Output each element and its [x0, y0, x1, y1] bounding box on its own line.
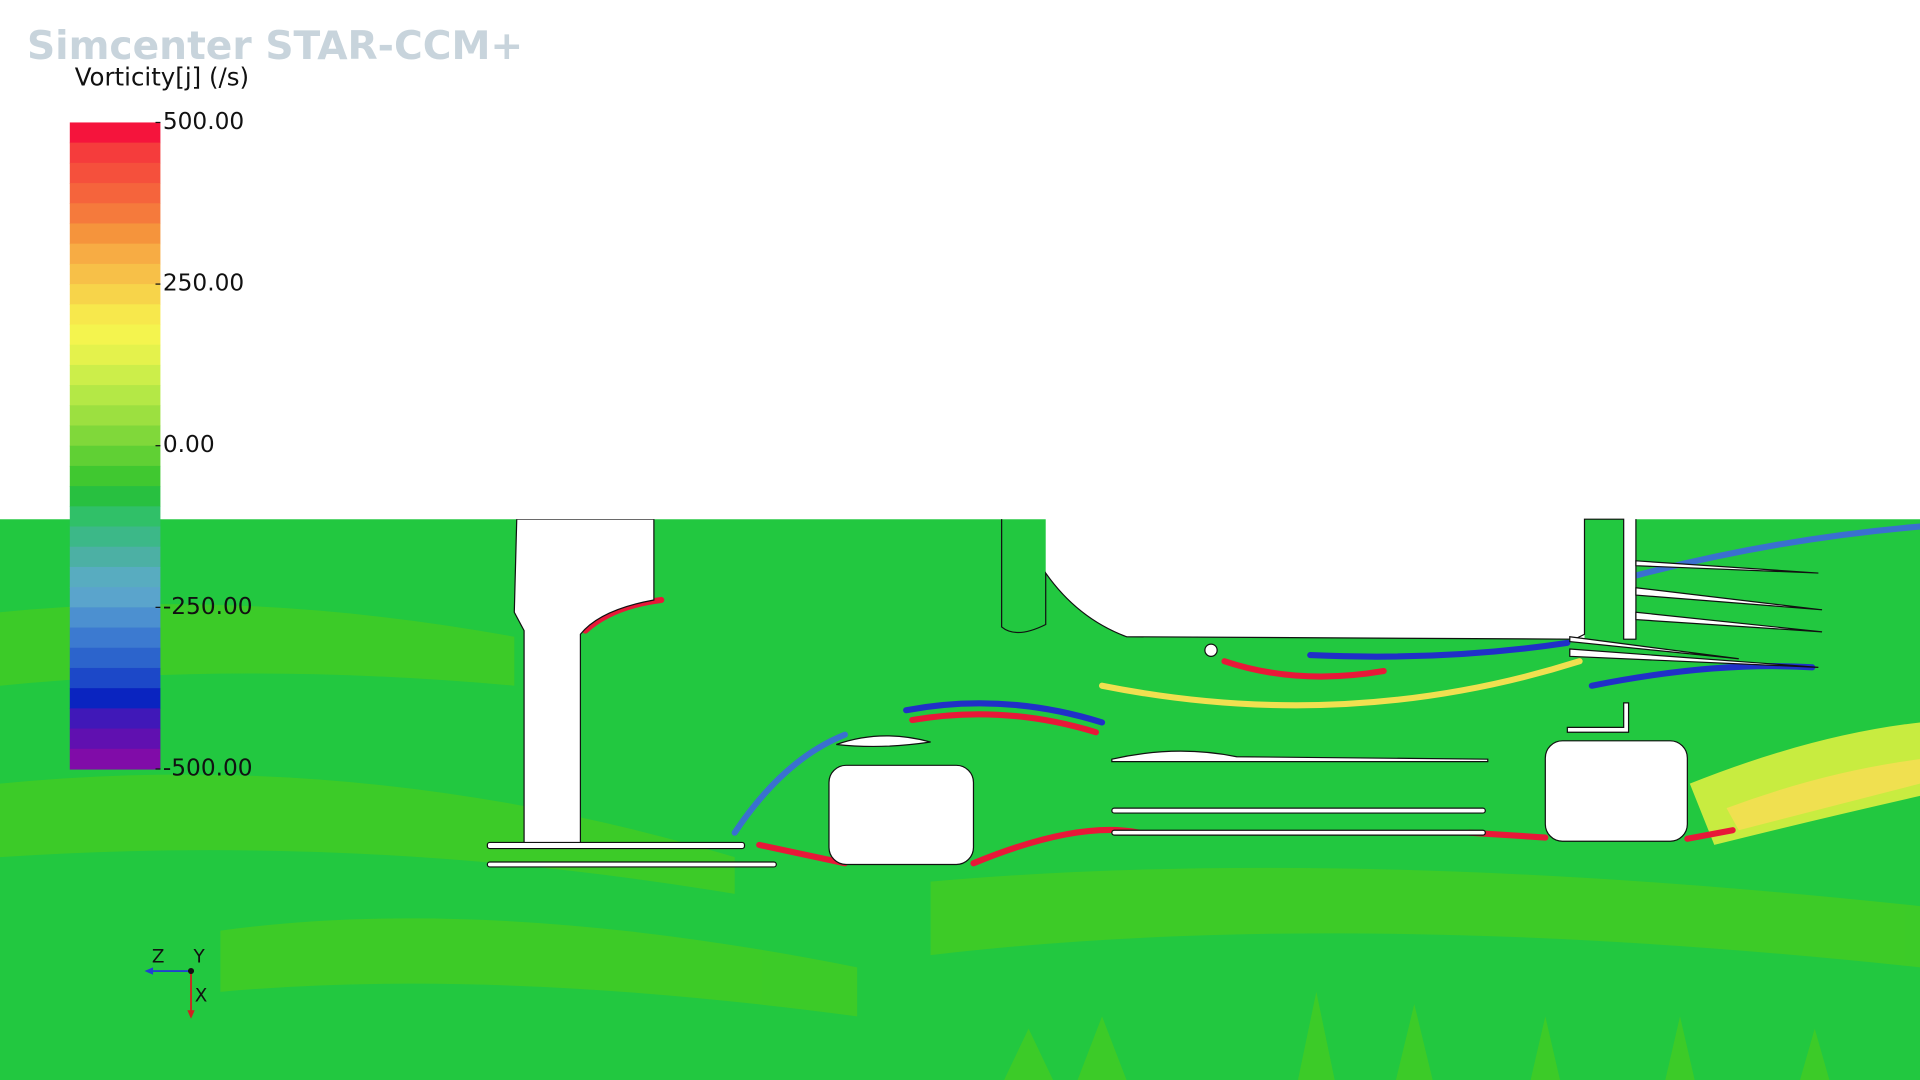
colorbar-band	[69, 142, 161, 164]
colorbar-band	[69, 728, 161, 750]
colorbar-band	[69, 425, 161, 447]
colorbar-band	[69, 385, 161, 406]
colorbar-band	[69, 688, 161, 709]
colorbar-band	[69, 364, 161, 386]
colorbar-band	[69, 203, 161, 225]
colorbar-band	[69, 183, 161, 204]
axis-label: X	[195, 986, 208, 1007]
colorbar-band	[69, 324, 161, 346]
colorbar-band	[69, 587, 161, 608]
colorbar-band	[69, 122, 161, 144]
axis-label: Z	[152, 946, 165, 967]
colorbar-band	[69, 344, 161, 366]
app-title: Simcenter STAR-CCM+	[27, 24, 523, 69]
axes-triad: Z Y X	[144, 946, 208, 1019]
colorbar-tick-label: 500.00	[163, 108, 244, 135]
colorbar-tick-label: 250.00	[163, 270, 244, 297]
colorbar-band	[69, 748, 161, 770]
colorbar: 500.00 250.00 0.00 -250.00 -500.00	[69, 108, 253, 781]
colorbar-band	[69, 162, 161, 184]
colorbar-band	[69, 506, 161, 528]
colorbar-band	[69, 304, 161, 326]
colorbar-band	[69, 546, 161, 568]
colorbar-band	[69, 566, 161, 588]
colorbar-band	[69, 647, 161, 669]
colorbar-band	[69, 708, 161, 730]
colorbar-title: Vorticity[j] (/s)	[75, 63, 249, 92]
colorbar-band	[69, 627, 161, 649]
colorbar-tick-label: 0.00	[163, 431, 215, 458]
colorbar-band	[69, 263, 161, 285]
colorbar-band	[69, 526, 161, 548]
y-axis-dot	[187, 967, 195, 975]
colorbar-band	[69, 465, 161, 487]
colorbar-band	[69, 486, 161, 507]
colorbar-tick-label: -500.00	[163, 754, 253, 781]
colorbar-band	[69, 405, 161, 427]
axis-label: Y	[192, 946, 205, 967]
colorbar-band	[69, 243, 161, 265]
colorbar-tick-label: -250.00	[163, 593, 253, 620]
colorbar-band	[69, 445, 161, 467]
colorbar-band	[69, 223, 161, 245]
colorbar-band	[69, 607, 161, 629]
x-axis-head	[187, 1010, 195, 1019]
colorbar-band	[69, 284, 161, 305]
z-axis-head	[144, 967, 154, 975]
colorbar-band	[69, 667, 161, 689]
